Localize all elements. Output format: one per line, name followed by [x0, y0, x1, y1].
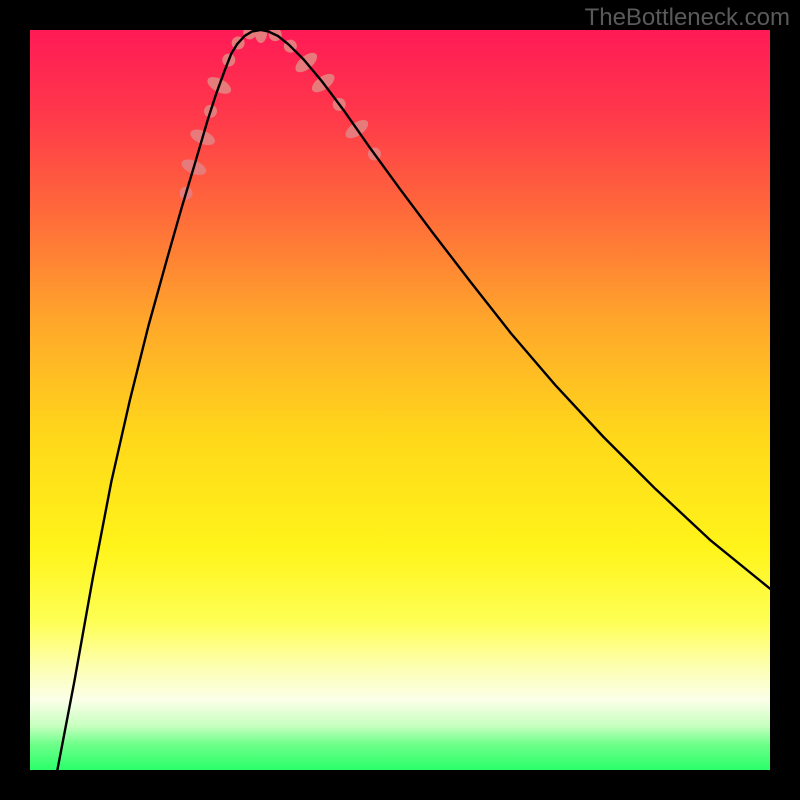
watermark-text: TheBottleneck.com — [585, 4, 790, 32]
chart-frame: TheBottleneck.com — [0, 0, 800, 800]
chart-svg — [30, 30, 770, 770]
curve-left — [57, 30, 261, 770]
curve-right — [261, 30, 770, 589]
plot-area — [30, 30, 770, 770]
